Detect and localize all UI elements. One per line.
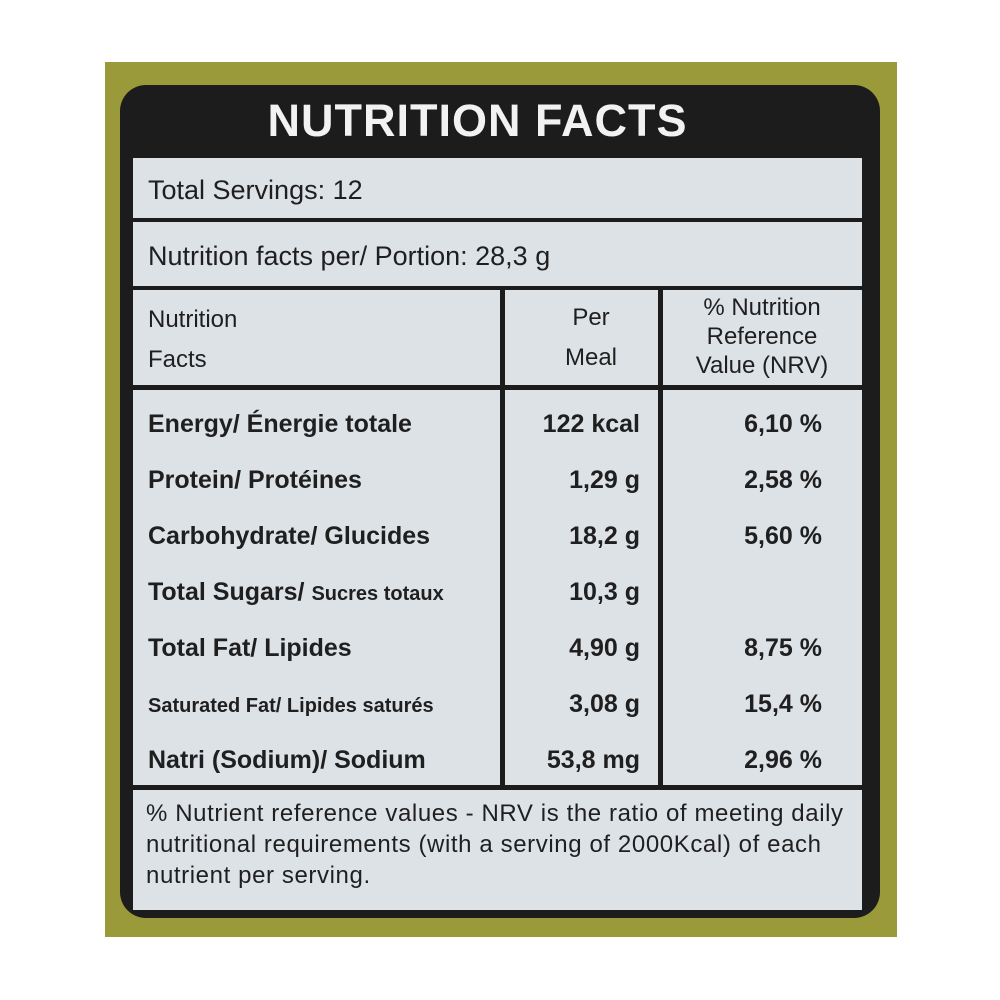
body-cell [663, 390, 862, 785]
nutrient-name: Saturated Fat/ Lipides saturés [148, 690, 434, 719]
nrv: 2,58 % [744, 466, 822, 494]
nutrient-name-text: Protein/ Protéines [148, 466, 362, 494]
nutrient-name: Total Fat/ Lipides [148, 634, 352, 663]
nutrient-name-text: Total Fat/ Lipides [148, 634, 352, 662]
servings-cell [133, 158, 862, 218]
nutrient-name-text: Total Sugars/ [148, 578, 305, 606]
header-line: Per [572, 304, 610, 331]
nutrient-name: Energy/ Énergie totale [148, 410, 412, 439]
nutrient-name-text: Natri (Sodium)/ Sodium [148, 746, 426, 774]
per-meal: 10,3 g [569, 578, 640, 606]
portion-cell [133, 222, 862, 286]
table-row: Total Sugars/ Sucres totaux 10,3 g [133, 564, 862, 620]
header-per-meal: Per Meal [505, 298, 677, 378]
table-row: Carbohydrate/ Glucides 18,2 g 5,60 % [133, 508, 862, 564]
header-line: Nutrition [148, 306, 238, 333]
nrv: 6,10 % [744, 410, 822, 438]
nutrient-name: Protein/ Protéines [148, 466, 362, 495]
footnote-cell [133, 790, 862, 910]
nutrient-name-text: Energy/ Énergie totale [148, 410, 412, 438]
per-meal: 1,29 g [569, 466, 640, 494]
header-line: Meal [564, 344, 618, 371]
header-cell [663, 290, 862, 385]
table-row: Energy/ Énergie totale 122 kcal 6,10 % [133, 396, 862, 452]
header-line: % Nutrition [703, 294, 821, 321]
per-meal: 4,90 g [569, 634, 640, 662]
nutrient-name: Total Sugars/ Sucres totaux [148, 578, 444, 607]
header-line: Facts [148, 346, 207, 373]
per-meal: 53,8 mg [546, 746, 640, 774]
nutrient-name-fr: Sucres totaux [311, 583, 444, 605]
nutrient-name: Carbohydrate/ Glucides [148, 522, 430, 551]
footnote: % Nutrient reference values - NRV is the… [146, 800, 844, 889]
portion: Nutrition facts per/ Portion: 28,3 g [148, 241, 551, 271]
nutrient-name: Natri (Sodium)/ Sodium [148, 746, 426, 775]
table-row: Saturated Fat/ Lipides saturés 3,08 g 15,4… [133, 676, 862, 732]
per-meal: 122 kcal [542, 410, 640, 438]
body-cell [505, 390, 658, 785]
servings: Total Servings: 12 [148, 175, 363, 205]
table-row: Total Fat/ Lipides 4,90 g 8,75 % [133, 620, 862, 676]
nutrient-name-text: Saturated Fat/ Lipides saturés [148, 695, 434, 717]
header-cell [505, 290, 658, 385]
body-cell [133, 390, 500, 785]
nrv: 2,96 % [744, 746, 822, 774]
nutrient-name-text: Carbohydrate/ Glucides [148, 522, 431, 550]
header-line: Value (NRV) [695, 352, 829, 379]
table-row: Natri (Sodium)/ Sodium 53,8 mg 2,96 % [133, 732, 862, 788]
title: NUTRITION FACTS [267, 95, 688, 146]
per-meal: 18,2 g [569, 522, 640, 550]
header-cell [133, 290, 500, 385]
per-meal: 3,08 g [569, 690, 640, 718]
header-nutrition: Nutrition Facts [148, 300, 237, 380]
nrv: 5,60 % [744, 522, 822, 550]
nrv: 15,4 % [744, 690, 822, 718]
header-line: Reference [706, 323, 818, 350]
header-nrv: % Nutrition Reference Value (NRV) [662, 293, 862, 380]
nrv: 8,75 % [744, 634, 822, 662]
table-row: Protein/ Protéines 1,29 g 2,58 % [133, 452, 862, 508]
